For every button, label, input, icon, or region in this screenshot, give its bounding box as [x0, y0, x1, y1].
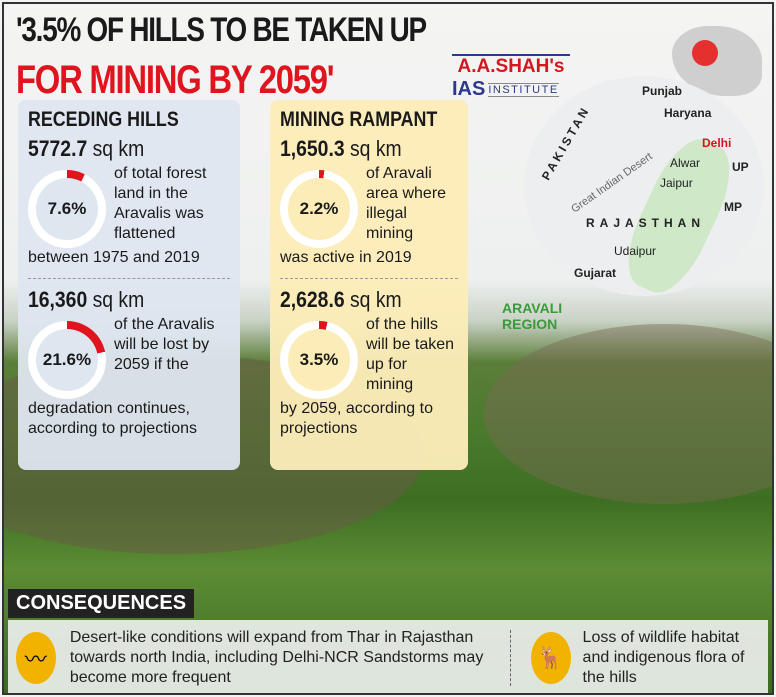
- panel-heading: MINING RAMPANT: [280, 108, 438, 131]
- map-label: Jaipur: [660, 176, 693, 190]
- map-label: Udaipur: [614, 244, 657, 258]
- aravali-region-label: ARAVALI REGION: [502, 300, 563, 332]
- hill-shape: [484, 324, 772, 504]
- stat-text: of Aravali area where illegal mining: [366, 165, 447, 242]
- map-label: UP: [732, 160, 749, 174]
- map-label: Alwar: [670, 156, 701, 170]
- stat-value: 5772.7 sq km: [28, 136, 145, 161]
- map-label: MP: [724, 200, 742, 214]
- desert-icon: 〰: [15, 632, 56, 684]
- logo: A.A.SHAH's IAS INSTITUTE: [452, 54, 570, 101]
- stat-value: 16,360 sq km: [28, 287, 145, 312]
- receding-hills-panel: RECEDING HILLS 5772.7 sq km 7.6% of total…: [18, 100, 240, 470]
- stat-text: of the Aravalis will be lost by 2059 if …: [114, 316, 215, 373]
- map-label: Gujarat: [574, 266, 617, 280]
- stat-value: 1,650.3 sq km: [280, 136, 402, 161]
- rajasthan-map: PAKISTAN Punjab Haryana Delhi Great Indi…: [524, 76, 764, 304]
- divider: [509, 630, 511, 686]
- deer-icon: 🦌: [530, 632, 571, 684]
- logo-institute: INSTITUTE: [488, 82, 559, 97]
- logo-name: A.A.SHAH's: [452, 54, 570, 78]
- stat-tail: degradation continues, according to proj…: [28, 400, 197, 437]
- consequence-text: Loss of wildlife habitat and indigenous …: [582, 629, 745, 686]
- consequences-strip: 〰 Desert-like conditions will expand fro…: [8, 620, 768, 693]
- percent-donut: 7.6%: [28, 170, 106, 248]
- percent-donut: 21.6%: [28, 321, 106, 399]
- stat-value: 2,628.6 sq km: [280, 287, 402, 312]
- stat-text: of the hills will be taken up for mining: [366, 316, 455, 393]
- headline-line-1: '3.5% OF HILLS TO BE TAKEN UP: [16, 11, 427, 49]
- percent-donut: 2.2%: [280, 170, 358, 248]
- stat-tail: by 2059, according to projections: [280, 400, 433, 437]
- panel-heading: RECEDING HILLS: [28, 108, 179, 131]
- map-label: RAJASTHAN: [586, 216, 706, 230]
- map-label: Delhi: [702, 136, 732, 150]
- mining-rampant-panel: MINING RAMPANT 1,650.3 sq km 2.2% of Arav…: [270, 100, 468, 470]
- consequences-heading: CONSEQUENCES: [8, 589, 195, 618]
- logo-ias: IAS: [452, 78, 486, 100]
- consequence-text: Desert-like conditions will expand from …: [69, 629, 484, 686]
- stat-tail: was active in 2019: [280, 249, 412, 266]
- map-label: Haryana: [664, 106, 712, 120]
- map-label: Punjab: [642, 84, 683, 98]
- map-label: PAKISTAN: [538, 103, 593, 183]
- headline-line-2: FOR MINING BY 2059': [16, 58, 335, 102]
- map-label: Great Indian Desert: [569, 150, 655, 216]
- percent-donut: 3.5%: [280, 321, 358, 399]
- stat-text: of total forest land in the Aravalis was…: [114, 165, 207, 242]
- stat-tail: between 1975 and 2019: [28, 249, 200, 266]
